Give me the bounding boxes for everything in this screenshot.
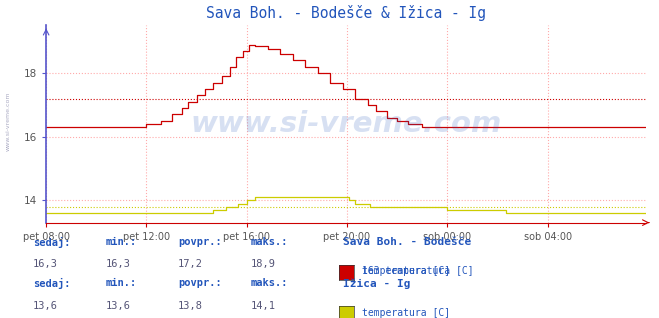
Text: www.si-vreme.com: www.si-vreme.com bbox=[5, 91, 11, 151]
Text: 14,1: 14,1 bbox=[250, 301, 275, 310]
Text: 13,6: 13,6 bbox=[33, 301, 58, 310]
Text: min.:: min.: bbox=[105, 237, 136, 247]
Title: Sava Boh. - Bodešče & Ižica - Ig: Sava Boh. - Bodešče & Ižica - Ig bbox=[206, 5, 486, 22]
Text: temperatura [C]: temperatura [C] bbox=[362, 266, 451, 276]
Text: 16,3: 16,3 bbox=[105, 259, 130, 269]
Text: 18,9: 18,9 bbox=[250, 259, 275, 269]
Text: 16,3: 16,3 bbox=[33, 259, 58, 269]
Text: maks.:: maks.: bbox=[250, 237, 288, 247]
Text: www.si-vreme.com: www.si-vreme.com bbox=[190, 110, 501, 138]
Text: sedaj:: sedaj: bbox=[33, 278, 71, 289]
Text: 13,6: 13,6 bbox=[105, 301, 130, 310]
Text: 17,2: 17,2 bbox=[178, 259, 203, 269]
Text: 163 temperatura [C]: 163 temperatura [C] bbox=[362, 266, 474, 276]
Text: Ižica - Ig: Ižica - Ig bbox=[343, 278, 410, 289]
Text: maks.:: maks.: bbox=[250, 278, 288, 288]
Text: sedaj:: sedaj: bbox=[33, 237, 71, 248]
Text: temperatura [C]: temperatura [C] bbox=[362, 308, 451, 318]
Text: Sava Boh. - Bodešče: Sava Boh. - Bodešče bbox=[343, 237, 471, 247]
Text: 13,8: 13,8 bbox=[178, 301, 203, 310]
Text: min.:: min.: bbox=[105, 278, 136, 288]
Text: povpr.:: povpr.: bbox=[178, 237, 221, 247]
Text: povpr.:: povpr.: bbox=[178, 278, 221, 288]
